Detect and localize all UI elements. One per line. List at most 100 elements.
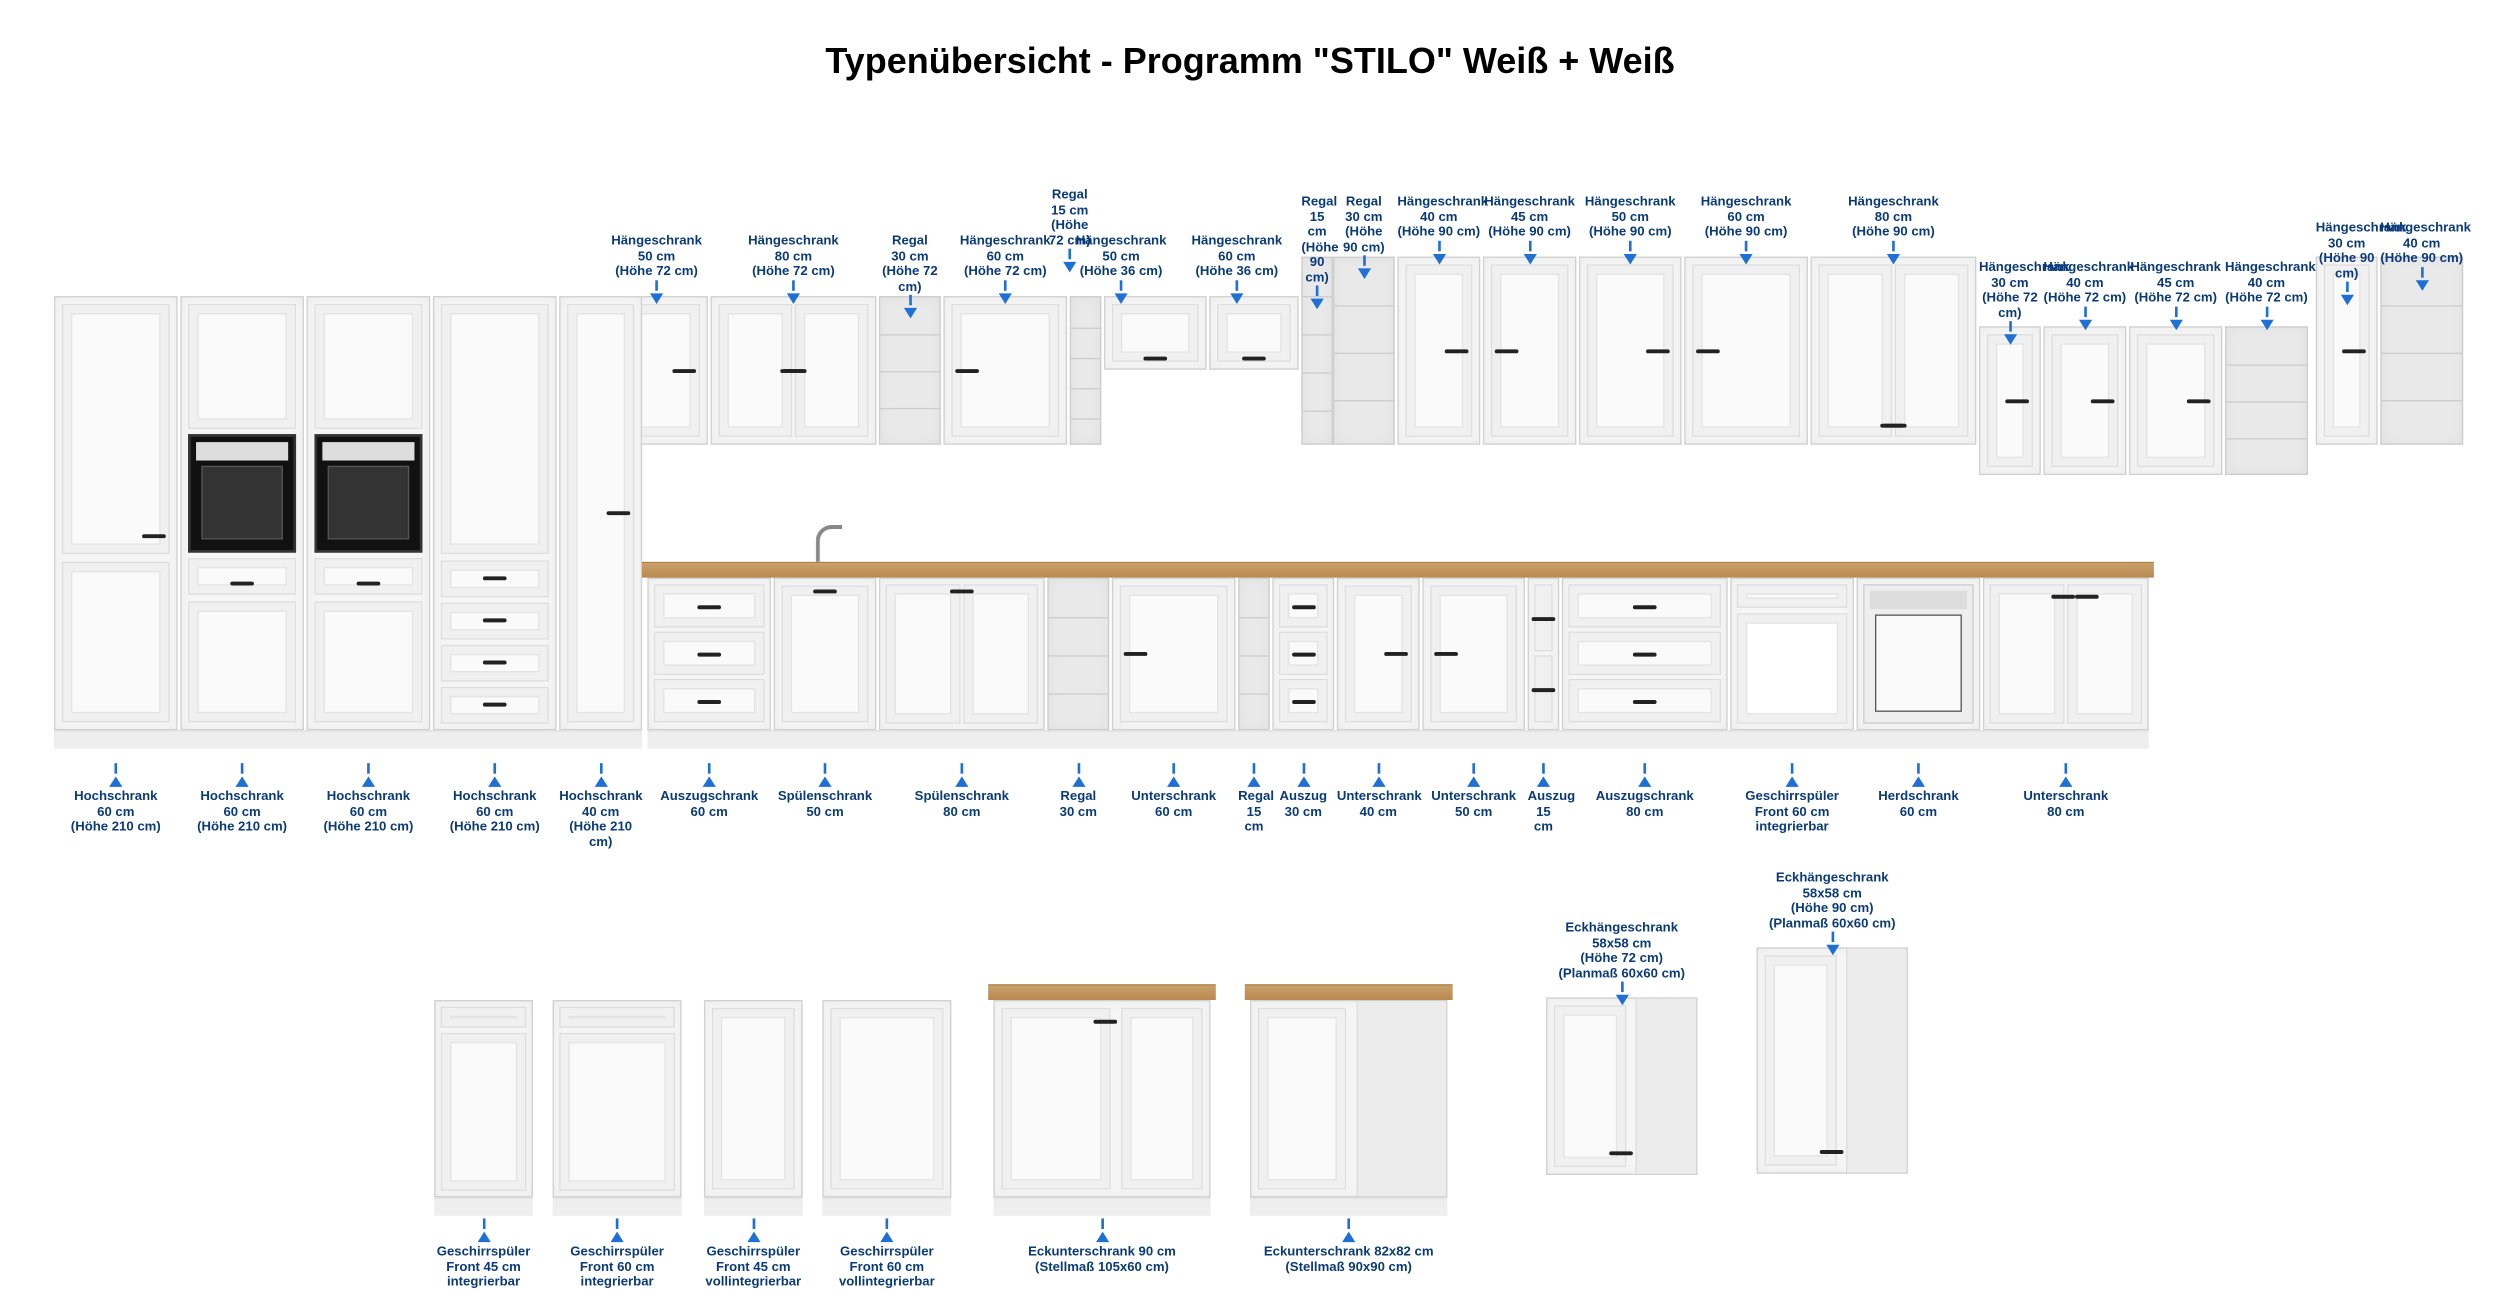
corner-wall-label: Eckhängeschrank58x58 cm(Höhe 90 cm)(Plan… <box>1743 871 1921 958</box>
handle <box>1445 349 1469 353</box>
upper-label: Hängeschrank80 cm(Höhe 72 cm) <box>711 234 877 306</box>
base-label: GeschirrspülerFront 60 cmintegrierbar <box>1730 763 1854 835</box>
handle <box>607 511 631 515</box>
base-cabinet <box>1983 578 2149 731</box>
base-label: Auszugschrank80 cm <box>1562 763 1728 820</box>
base-label: Hochschrank60 cm(Höhe 210 cm) <box>180 763 304 835</box>
tall-cabinet <box>433 296 557 730</box>
base-cabinet <box>1112 578 1236 731</box>
corner-label: Eckunterschrank 90 cm(Stellmaß 105x60 cm… <box>993 1218 1210 1275</box>
tall-cabinet <box>54 296 178 730</box>
wall-shelf-40-h72 <box>2225 326 2308 475</box>
handle <box>2091 399 2115 403</box>
handle <box>2342 349 2366 353</box>
corner-base <box>1250 1000 1447 1197</box>
upper90-label: Hängeschrank50 cm(Höhe 90 cm) <box>1579 195 1682 267</box>
cabinet-door <box>830 1008 943 1190</box>
corner-counter <box>988 984 1216 1000</box>
corner-wall-cabinet <box>1546 997 1697 1175</box>
base-label: Regal30 cm <box>1047 763 1109 820</box>
base-label: Hochschrank60 cm(Höhe 210 cm) <box>54 763 178 835</box>
front-label: GeschirrspülerFront 60 cmintegrierbar <box>553 1218 682 1290</box>
base-label: Auszug30 cm <box>1272 763 1334 820</box>
wall-cabinet-60 <box>943 296 1067 445</box>
oven <box>314 434 422 552</box>
cabinet-door <box>1217 304 1291 362</box>
handle <box>672 368 696 372</box>
wall-cabinet-80 <box>711 296 877 445</box>
base-label: Unterschrank80 cm <box>1983 763 2149 820</box>
base-label: Hochschrank40 cm(Höhe 210 cm) <box>559 763 642 850</box>
wall-shelf-15 <box>1070 296 1102 445</box>
base-label: Regal15 cm <box>1238 763 1270 835</box>
wall-cabinet-h90 <box>1397 257 1480 445</box>
tall-cabinet <box>180 296 304 730</box>
wall-cabinet-60-h36 <box>1209 296 1298 370</box>
corner-base <box>993 1000 1210 1197</box>
rightend-label: Hängeschrank40 cm(Höhe 90 cm) <box>2380 221 2463 293</box>
cabinet-door <box>1112 304 1199 362</box>
upper90-label: Hängeschrank80 cm(Höhe 90 cm) <box>1811 195 1977 267</box>
handle <box>1646 349 1670 353</box>
upper90-label: Hängeschrank45 cm(Höhe 90 cm) <box>1483 195 1576 267</box>
upper-label: Regal30 cm(Höhe 72 cm) <box>879 234 941 321</box>
handle <box>955 368 979 372</box>
faucet <box>816 525 842 562</box>
base-label: Spülenschrank80 cm <box>879 763 1045 820</box>
oven <box>188 434 296 552</box>
corner-label: Eckunterschrank 82x82 cm(Stellmaß 90x90 … <box>1250 1218 1447 1275</box>
base-cabinet <box>1562 578 1728 731</box>
base-label: Auszugschrank60 cm <box>647 763 771 820</box>
base-cabinet <box>1272 578 1334 731</box>
cabinet-door <box>782 586 869 723</box>
right72-label: Hängeschrank40 cm(Höhe 72 cm) <box>2043 261 2126 333</box>
base-cabinet <box>1238 578 1270 731</box>
base-cabinet <box>1422 578 1525 731</box>
handle <box>2005 399 2029 403</box>
base-label: Unterschrank50 cm <box>1422 763 1525 820</box>
wall-cabinet-h72-right <box>2129 326 2222 475</box>
wall-cabinet-h90 <box>1684 257 1808 445</box>
base-label: Auszug15 cm <box>1528 763 1560 835</box>
upper-label-regal15: Regal15 cm(Höhe 72 cm) <box>1046 188 1093 275</box>
base-cabinet <box>1857 578 1981 731</box>
handle <box>1495 349 1519 353</box>
upper90-label: Regal30 cm(Höhe90 cm) <box>1333 195 1395 282</box>
base-cabinet <box>1730 578 1854 731</box>
front-label: GeschirrspülerFront 45 cmvollintegrierba… <box>704 1218 803 1290</box>
wall-cabinet-h90 <box>1483 257 1576 445</box>
wall-cabinet-50-h36 <box>1104 296 1207 370</box>
dishwasher-front <box>434 1000 533 1197</box>
front-label: GeschirrspülerFront 45 cmintegrierbar <box>434 1218 533 1290</box>
base-cabinet <box>774 578 877 731</box>
base-cabinet <box>879 578 1045 731</box>
upper-label: Hängeschrank60 cm(Höhe 36 cm) <box>1175 234 1299 306</box>
front-label: GeschirrspülerFront 60 cmvollintegrierba… <box>822 1218 951 1290</box>
corner-counter <box>1245 984 1453 1000</box>
tall-cabinet <box>559 296 642 730</box>
right72-label: Hängeschrank45 cm(Höhe 72 cm) <box>2129 261 2222 333</box>
right72-label: Hängeschrank40 cm(Höhe 72 cm) <box>2225 261 2308 333</box>
stove <box>1863 584 1974 723</box>
rightend-label: Hängeschrank30 cm(Höhe 90 cm) <box>2316 221 2378 308</box>
base-cabinet <box>647 578 771 731</box>
wall-cabinet-80-h90 <box>1811 257 1977 445</box>
wall-cabinet-h90 <box>1579 257 1682 445</box>
tall-plinth <box>54 730 642 748</box>
upper90-label: Regal15 cm(Höhe90 cm) <box>1301 195 1333 312</box>
base-label: Unterschrank60 cm <box>1112 763 1236 820</box>
base-label: Hochschrank60 cm(Höhe 210 cm) <box>307 763 431 835</box>
base-label: Herdschrank60 cm <box>1857 763 1981 820</box>
handle <box>1434 652 1458 656</box>
handle <box>1696 349 1720 353</box>
dishwasher-front <box>553 1000 682 1197</box>
cabinet-door <box>712 1008 795 1190</box>
handle <box>1384 652 1408 656</box>
upper90-label: Hängeschrank40 cm(Höhe 90 cm) <box>1397 195 1480 267</box>
handle <box>1124 652 1148 656</box>
wall-shelf-30-h90 <box>1333 257 1395 445</box>
base-label: Unterschrank40 cm <box>1337 763 1420 820</box>
handle <box>813 589 837 593</box>
dishwasher-front <box>704 1000 803 1197</box>
upper90-label: Hängeschrank60 cm(Höhe 90 cm) <box>1684 195 1808 267</box>
